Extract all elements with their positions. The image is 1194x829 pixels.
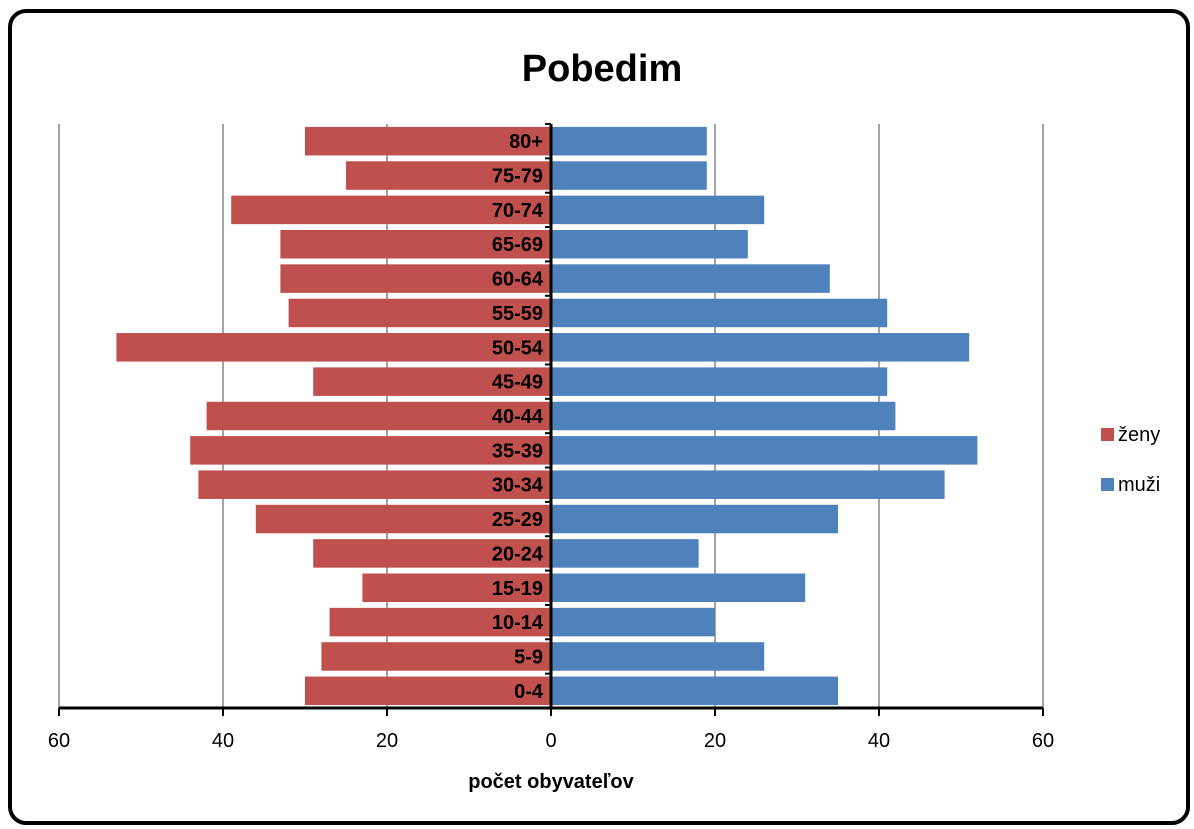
category-label: 15-19 — [492, 578, 543, 600]
x-tick-label: 20 — [376, 730, 398, 752]
category-label: 10-14 — [492, 612, 544, 634]
legend: ženy muži — [1101, 424, 1160, 496]
legend-label: ženy — [1118, 424, 1160, 446]
chart-title: Pobedim — [522, 48, 682, 90]
bar-muzi-0-4 — [551, 677, 838, 706]
legend-swatch — [1101, 478, 1114, 491]
bar-muzi-5-9 — [551, 642, 764, 671]
bar-muzi-50-54 — [551, 333, 969, 362]
category-label: 70-74 — [492, 200, 544, 222]
x-tick-label: 40 — [212, 730, 234, 752]
category-label: 60-64 — [492, 269, 544, 291]
category-label: 45-49 — [492, 372, 543, 394]
x-tick-label: 40 — [868, 730, 890, 752]
bar-muzi-15-19 — [551, 574, 805, 603]
bar-muzi-70-74 — [551, 196, 764, 225]
bar-muzi-65-69 — [551, 230, 748, 259]
x-tick-label: 60 — [48, 730, 70, 752]
bar-muzi-30-34 — [551, 470, 945, 499]
category-label: 25-29 — [492, 509, 543, 531]
bar-muzi-10-14 — [551, 608, 715, 637]
category-label: 75-79 — [492, 166, 543, 188]
category-label: 40-44 — [492, 406, 544, 428]
bar-muzi-45-49 — [551, 367, 887, 396]
category-label: 20-24 — [492, 543, 544, 565]
x-tick-label: 60 — [1032, 730, 1054, 752]
bar-muzi-20-24 — [551, 539, 699, 568]
category-label: 30-34 — [492, 475, 544, 497]
bar-zeny-50-54 — [116, 333, 551, 362]
x-tick-label: 20 — [704, 730, 726, 752]
x-tick-label: 0 — [545, 730, 556, 752]
category-label: 35-39 — [492, 440, 543, 462]
category-label: 55-59 — [492, 303, 543, 325]
bar-muzi-35-39 — [551, 436, 977, 465]
category-label: 65-69 — [492, 234, 543, 256]
bar-muzi-75-79 — [551, 161, 707, 190]
category-label: 5-9 — [514, 646, 543, 668]
category-label: 0-4 — [514, 681, 544, 703]
legend-swatch — [1101, 428, 1114, 441]
category-label: 50-54 — [492, 337, 544, 359]
bar-muzi-40-44 — [551, 402, 895, 431]
bar-muzi-55-59 — [551, 299, 887, 328]
bar-muzi-60-64 — [551, 264, 830, 293]
x-axis-title: počet obyvateľov — [468, 771, 634, 793]
legend-label: muži — [1118, 474, 1160, 496]
bar-muzi-80+ — [551, 127, 707, 156]
category-label: 80+ — [509, 131, 543, 153]
bar-muzi-25-29 — [551, 505, 838, 534]
